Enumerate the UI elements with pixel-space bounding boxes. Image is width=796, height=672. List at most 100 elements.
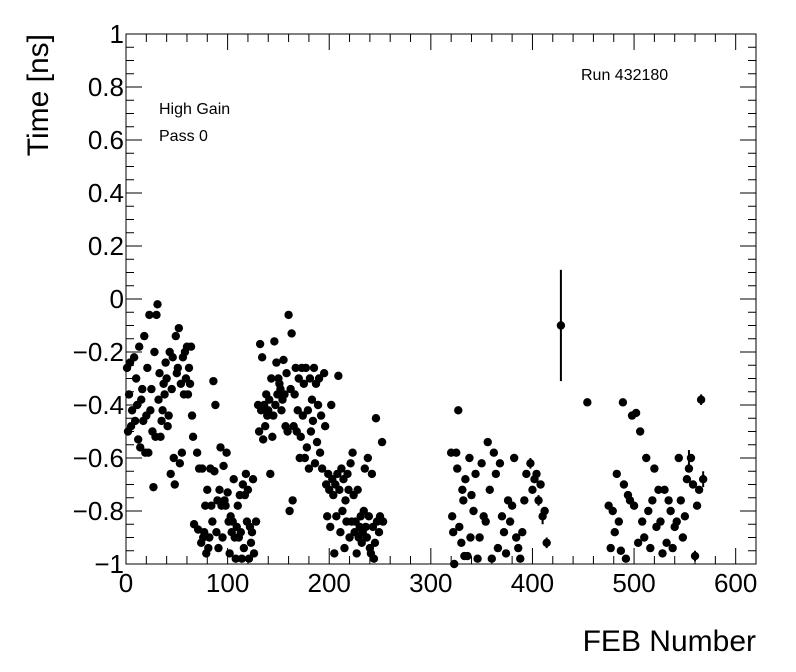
data-point xyxy=(200,528,209,537)
data-point xyxy=(631,408,641,418)
data-point xyxy=(152,310,161,320)
data-point xyxy=(239,543,249,553)
data-point xyxy=(329,490,338,500)
data-point xyxy=(150,347,159,357)
data-point xyxy=(157,416,166,426)
x-tick-label: 300 xyxy=(409,568,452,598)
data-point xyxy=(344,485,353,494)
data-point xyxy=(690,551,700,561)
data-point xyxy=(357,538,366,547)
data-point xyxy=(336,528,345,537)
data-point xyxy=(251,517,261,526)
data-point xyxy=(658,549,667,558)
y-tick-label: 0 xyxy=(110,284,124,314)
data-point xyxy=(243,485,253,494)
data-point xyxy=(247,528,257,537)
data-point xyxy=(684,464,694,473)
data-point xyxy=(231,554,240,563)
data-point xyxy=(616,546,626,555)
data-point xyxy=(362,533,372,542)
data-point xyxy=(290,390,299,399)
data-point xyxy=(448,528,458,537)
data-point xyxy=(360,464,369,473)
data-point xyxy=(644,506,653,516)
data-point xyxy=(660,485,669,494)
data-point xyxy=(176,379,186,388)
data-point xyxy=(338,506,347,516)
data-point xyxy=(327,400,336,410)
data-point xyxy=(467,490,476,500)
data-point xyxy=(229,475,238,484)
data-point xyxy=(377,437,387,447)
data-point xyxy=(204,543,213,553)
data-point xyxy=(528,485,537,494)
data-point xyxy=(378,517,388,526)
data-point xyxy=(155,369,164,378)
data-point xyxy=(335,485,344,494)
data-point xyxy=(447,512,457,521)
data-point xyxy=(241,469,251,479)
data-point xyxy=(130,416,140,426)
data-point xyxy=(346,459,355,468)
data-point xyxy=(501,549,511,558)
data-point xyxy=(143,363,152,373)
data-point xyxy=(160,390,169,399)
data-point xyxy=(583,398,592,407)
data-point xyxy=(168,353,177,362)
data-point xyxy=(248,475,258,484)
y-tick-label: 0.8 xyxy=(88,72,124,102)
data-point xyxy=(353,485,362,494)
data-point xyxy=(144,448,153,457)
data-point xyxy=(236,528,246,537)
data-point xyxy=(477,459,486,468)
data-point xyxy=(509,453,519,463)
data-point xyxy=(633,538,643,547)
data-point xyxy=(299,379,309,388)
data-point xyxy=(291,363,300,373)
data-point xyxy=(664,496,673,505)
data-point xyxy=(167,384,176,394)
data-point xyxy=(209,376,218,386)
data-point xyxy=(516,554,525,563)
data-point xyxy=(271,400,280,410)
data-point xyxy=(312,437,322,447)
data-point xyxy=(367,469,377,479)
data-point xyxy=(487,554,497,563)
data-point xyxy=(610,528,619,537)
data-point xyxy=(264,406,273,415)
data-point xyxy=(642,453,651,463)
data-point xyxy=(145,310,154,320)
data-point xyxy=(316,411,326,420)
data-point xyxy=(214,543,223,553)
data-point xyxy=(133,435,143,444)
data-point xyxy=(676,496,686,505)
data-point xyxy=(518,528,527,537)
data-point xyxy=(471,469,480,479)
data-point xyxy=(153,300,162,309)
data-point xyxy=(223,488,232,497)
data-point xyxy=(294,374,303,383)
data-point xyxy=(371,414,381,423)
data-point xyxy=(374,528,384,537)
data-point xyxy=(556,321,566,330)
data-point xyxy=(452,448,461,457)
data-point xyxy=(454,406,463,415)
x-tick-label: 100 xyxy=(206,568,249,598)
data-point xyxy=(186,342,196,351)
data-point xyxy=(164,411,173,420)
data-point xyxy=(678,533,688,542)
data-point xyxy=(147,384,156,394)
data-point xyxy=(341,496,350,505)
data-point xyxy=(542,538,551,547)
data-point xyxy=(532,469,541,479)
data-point xyxy=(694,485,704,494)
x-tick-label: 0 xyxy=(119,568,133,598)
data-point xyxy=(688,480,698,489)
data-point xyxy=(345,533,354,542)
data-point xyxy=(483,437,492,447)
data-point xyxy=(315,448,325,457)
data-point xyxy=(222,448,231,457)
data-point xyxy=(188,432,198,441)
data-point xyxy=(461,475,470,484)
data-point xyxy=(481,517,490,526)
